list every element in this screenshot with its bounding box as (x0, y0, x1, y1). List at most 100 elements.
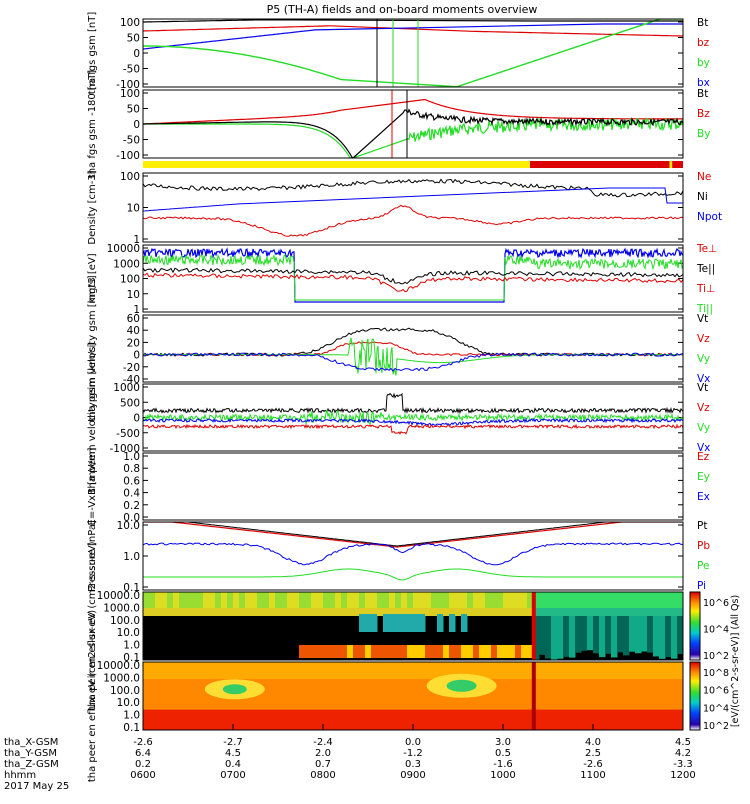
peim_velocity-background (143, 315, 683, 382)
spectrogram-cell (515, 645, 522, 658)
spectrogram-cell (299, 645, 306, 658)
ephemeris-value: -1.2 (403, 748, 423, 759)
peim_velocity-frame (142, 314, 684, 383)
ephemeris-value: 4.0 (585, 737, 601, 748)
series-ne (143, 204, 683, 237)
spectrogram-cell (491, 592, 498, 608)
spectrogram-cell (647, 592, 654, 608)
spectrogram-cell (293, 608, 300, 616)
spectrogram-cell (431, 645, 438, 658)
pressure-data (143, 522, 683, 581)
spectrogram-cell (587, 608, 594, 616)
ephemeris-value: 0.4 (225, 759, 241, 770)
spectrogram-cell (437, 592, 444, 608)
ytick-label: 1.0 (123, 451, 140, 463)
spectrogram-cell (161, 592, 168, 608)
ytick-label: 1.0 (123, 551, 140, 563)
spectrogram-cell (311, 592, 318, 608)
peir_spec-ylabel: tha peir en eflux eV (cm2-s-sr-eV) (87, 541, 98, 710)
spectrogram-cell (545, 608, 552, 616)
spectrogram-cell (395, 645, 402, 658)
spectrogram-cell (497, 608, 504, 616)
spectrogram-cell (623, 608, 630, 616)
temperature-ylabel: mgt3 [eV] (87, 253, 98, 303)
spectrogram-cell (179, 608, 186, 616)
spectrogram-cell (647, 616, 654, 653)
legend-pressure-1: Pb (697, 540, 710, 552)
spectrogram-cell (347, 592, 354, 608)
panel-fgs_gsm: 100 50 0 -50 -100 tha fgs gsm [nT] Bt bz by bx (87, 12, 710, 95)
efield-background (143, 453, 683, 520)
mode-bar-segment (143, 161, 530, 168)
panel-temperature: 10000 1000 100 10 1 mgt3 [eV] Te⊥ Te|| Ti⊥ Ti|| (87, 243, 717, 316)
ephemeris-value: 0700 (220, 770, 245, 781)
mode-bar-segment (672, 161, 683, 168)
spectrogram-cell (371, 645, 378, 658)
spectrogram-cell (293, 592, 300, 608)
ytick-label: 0 (133, 48, 140, 60)
colorbar-tick-label: 10^6 (703, 598, 729, 609)
spectrogram-cell (449, 592, 456, 608)
spectrogram-cell (323, 608, 330, 616)
ytick-label: 1.0 (123, 640, 140, 652)
spectrogram-cell (263, 608, 270, 616)
ephemeris-value: -2.6 (133, 737, 153, 748)
spectrogram-cell (143, 592, 150, 608)
series-vz (143, 423, 683, 435)
spectrogram-cell (503, 645, 510, 658)
colorbar-label: [eV/(cm^2-s-sr-eV)] (All Qs) (730, 595, 741, 727)
colorbar-tick-label: 10^2 (703, 721, 729, 732)
spectrogram-cell (305, 592, 312, 608)
spectrogram-cell (431, 608, 438, 616)
series-bt (143, 19, 683, 23)
spectrogram-cell (593, 592, 600, 608)
spectrogram-cell (287, 608, 294, 616)
ytick-label: 500 (120, 397, 140, 409)
spectrogram-cell (497, 645, 504, 658)
series-vx (143, 417, 683, 427)
spectrogram-cell (623, 592, 630, 608)
spectrogram-cell (599, 616, 606, 658)
spectrogram-cell (275, 592, 282, 608)
spectrogram-cell (233, 592, 240, 608)
spectrogram-cell (185, 592, 192, 608)
spectrogram-cell (665, 608, 672, 616)
spectrogram-cell (473, 592, 480, 608)
peem_velocity-data (143, 392, 683, 435)
spectrogram-cell (413, 592, 420, 608)
ephemeris-value: 0.7 (315, 759, 331, 770)
spectrogram-cell (281, 608, 288, 616)
legend-fgs_dsl-1: Bz (697, 108, 710, 120)
efield-ylabel: E=-VxB [mV/m] (87, 447, 98, 525)
spectrogram-cell (467, 608, 474, 616)
spectrogram-cell (635, 608, 642, 616)
spectrogram-cell (569, 616, 576, 658)
spectrogram-cell (539, 616, 546, 655)
spectrogram-cell (653, 608, 660, 616)
spectrogram-cell (197, 592, 204, 608)
spectrogram-cell (665, 616, 672, 658)
spectrogram-cell (533, 608, 540, 616)
spectrogram-cell (239, 592, 246, 608)
spectrogram-cell (395, 614, 402, 632)
legend-fgs_gsm-3: bx (697, 77, 710, 89)
colorbar-gradient (689, 591, 701, 661)
ephemeris-value: 6.4 (135, 748, 151, 759)
spectrogram-cell (305, 645, 312, 658)
spectrogram-cell (359, 614, 366, 632)
series-ti-par (143, 253, 683, 301)
ytick-label: 100.0 (110, 615, 140, 627)
colorbar-0: 10^6 10^4 10^2 (689, 591, 729, 662)
spectrogram-cell (461, 614, 468, 632)
ytick-label: 100.0 (110, 685, 140, 697)
spectrogram-cell (461, 608, 468, 616)
spectrogram-cell (371, 592, 378, 608)
ephemeris-value: 1000 (490, 770, 515, 781)
spectrogram-cell (449, 645, 456, 658)
fgs_gsm-ylabel: tha fgs gsm [nT] (87, 12, 98, 95)
density-background (143, 173, 683, 242)
spectrogram-cell (341, 608, 348, 616)
pressure-ylabel: Pressure [nPa] (87, 520, 98, 592)
spectrogram-cell (221, 608, 228, 616)
